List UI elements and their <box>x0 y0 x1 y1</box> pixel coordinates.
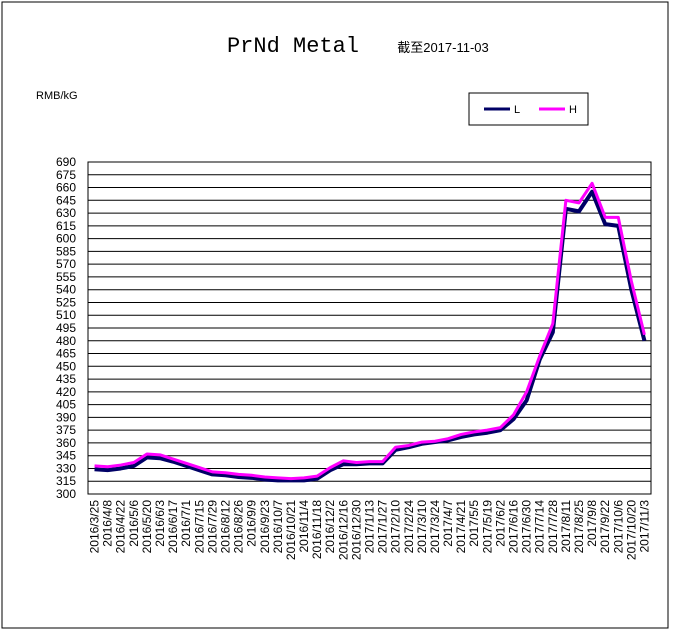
y-tick-label: 405 <box>56 398 76 412</box>
x-tick-label: 2016/7/29 <box>205 500 219 554</box>
x-tick-label: 2016/12/16 <box>336 500 350 560</box>
y-tick-label: 375 <box>56 423 76 437</box>
x-tick-label: 2016/9/9 <box>245 500 259 547</box>
y-tick-label: 540 <box>56 283 76 297</box>
y-tick-label: 570 <box>56 257 76 271</box>
x-tick-label: 2016/12/2 <box>323 500 337 554</box>
x-tick-label: 2017/10/6 <box>611 500 625 554</box>
y-tick-label: 660 <box>56 181 76 195</box>
x-tick-label: 2017/8/25 <box>572 500 586 554</box>
y-tick-label: 510 <box>56 308 76 322</box>
x-tick-label: 2016/10/7 <box>271 500 285 554</box>
x-tick-label: 2017/3/24 <box>428 500 442 554</box>
y-axis-label: RMB/kG <box>36 90 78 102</box>
x-tick-label: 2016/6/17 <box>166 500 180 554</box>
y-tick-label: 585 <box>56 244 76 258</box>
y-tick-label: 450 <box>56 359 76 373</box>
y-tick-label: 480 <box>56 334 76 348</box>
x-tick-label: 2017/11/3 <box>637 500 651 553</box>
chart-subtitle: 截至2017-11-03 <box>397 40 489 55</box>
x-tick-label: 2016/5/20 <box>140 500 154 554</box>
y-tick-label: 345 <box>56 449 76 463</box>
x-tick-label: 2017/1/27 <box>376 500 390 554</box>
x-tick-label: 2017/7/28 <box>546 500 560 554</box>
x-tick-label: 2016/4/8 <box>101 500 115 547</box>
chart-title: PrNd Metal <box>227 34 359 59</box>
x-tick-label: 2017/4/7 <box>441 500 455 547</box>
x-tick-label: 2017/3/10 <box>415 500 429 554</box>
y-tick-label: 435 <box>56 372 76 386</box>
y-tick-label: 360 <box>56 436 76 450</box>
y-tick-label: 420 <box>56 385 76 399</box>
legend-label: L <box>514 104 520 116</box>
x-tick-label: 2016/12/30 <box>349 500 363 560</box>
x-tick-label: 2016/6/3 <box>153 500 167 547</box>
x-tick-label: 2016/11/18 <box>310 500 324 559</box>
x-tick-label: 2017/5/5 <box>467 500 481 547</box>
y-tick-label: 555 <box>56 270 76 284</box>
x-tick-label: 2016/4/22 <box>114 500 128 554</box>
y-tick-label: 645 <box>56 193 76 207</box>
y-tick-label: 330 <box>56 461 76 475</box>
y-tick-label: 675 <box>56 168 76 182</box>
y-tick-label: 465 <box>56 347 76 361</box>
x-tick-label: 2016/10/21 <box>284 500 298 560</box>
x-tick-label: 2016/9/23 <box>258 500 272 554</box>
series-line <box>94 181 646 481</box>
y-tick-label: 630 <box>56 206 76 220</box>
y-tick-label: 495 <box>56 321 76 335</box>
y-tick-label: 525 <box>56 295 76 309</box>
x-tick-label: 2017/5/19 <box>480 500 494 554</box>
x-tick-label: 2016/7/1 <box>179 500 193 547</box>
x-tick-label: 2017/8/11 <box>559 500 573 553</box>
x-tick-label: 2017/10/20 <box>624 500 638 560</box>
y-tick-label: 615 <box>56 219 76 233</box>
x-tick-label: 2017/2/10 <box>389 500 403 554</box>
x-tick-label: 2016/8/26 <box>232 500 246 554</box>
x-tick-label: 2016/8/12 <box>218 500 232 554</box>
y-tick-label: 600 <box>56 232 76 246</box>
legend-label: H <box>569 104 577 116</box>
x-tick-label: 2016/5/6 <box>127 500 141 547</box>
x-tick-label: 2017/6/16 <box>507 500 521 554</box>
x-tick-label: 2017/9/22 <box>598 500 612 554</box>
x-tick-label: 2017/4/21 <box>454 500 468 554</box>
y-tick-label: 315 <box>56 474 76 488</box>
y-tick-label: 390 <box>56 410 76 424</box>
y-tick-label: 690 <box>56 155 76 169</box>
x-tick-label: 2016/3/25 <box>88 500 102 554</box>
y-tick-label: 300 <box>56 487 76 501</box>
x-tick-label: 2017/7/14 <box>533 500 547 554</box>
series-line <box>94 189 647 483</box>
x-tick-label: 2017/6/2 <box>493 500 507 547</box>
x-tick-label: 2017/2/24 <box>402 500 416 554</box>
x-tick-label: 2017/6/30 <box>520 500 534 554</box>
x-tick-label: 2016/7/15 <box>192 500 206 554</box>
x-tick-label: 2017/9/8 <box>585 500 599 547</box>
x-tick-label: 2017/1/13 <box>363 500 377 554</box>
x-tick-label: 2016/11/4 <box>297 500 311 553</box>
